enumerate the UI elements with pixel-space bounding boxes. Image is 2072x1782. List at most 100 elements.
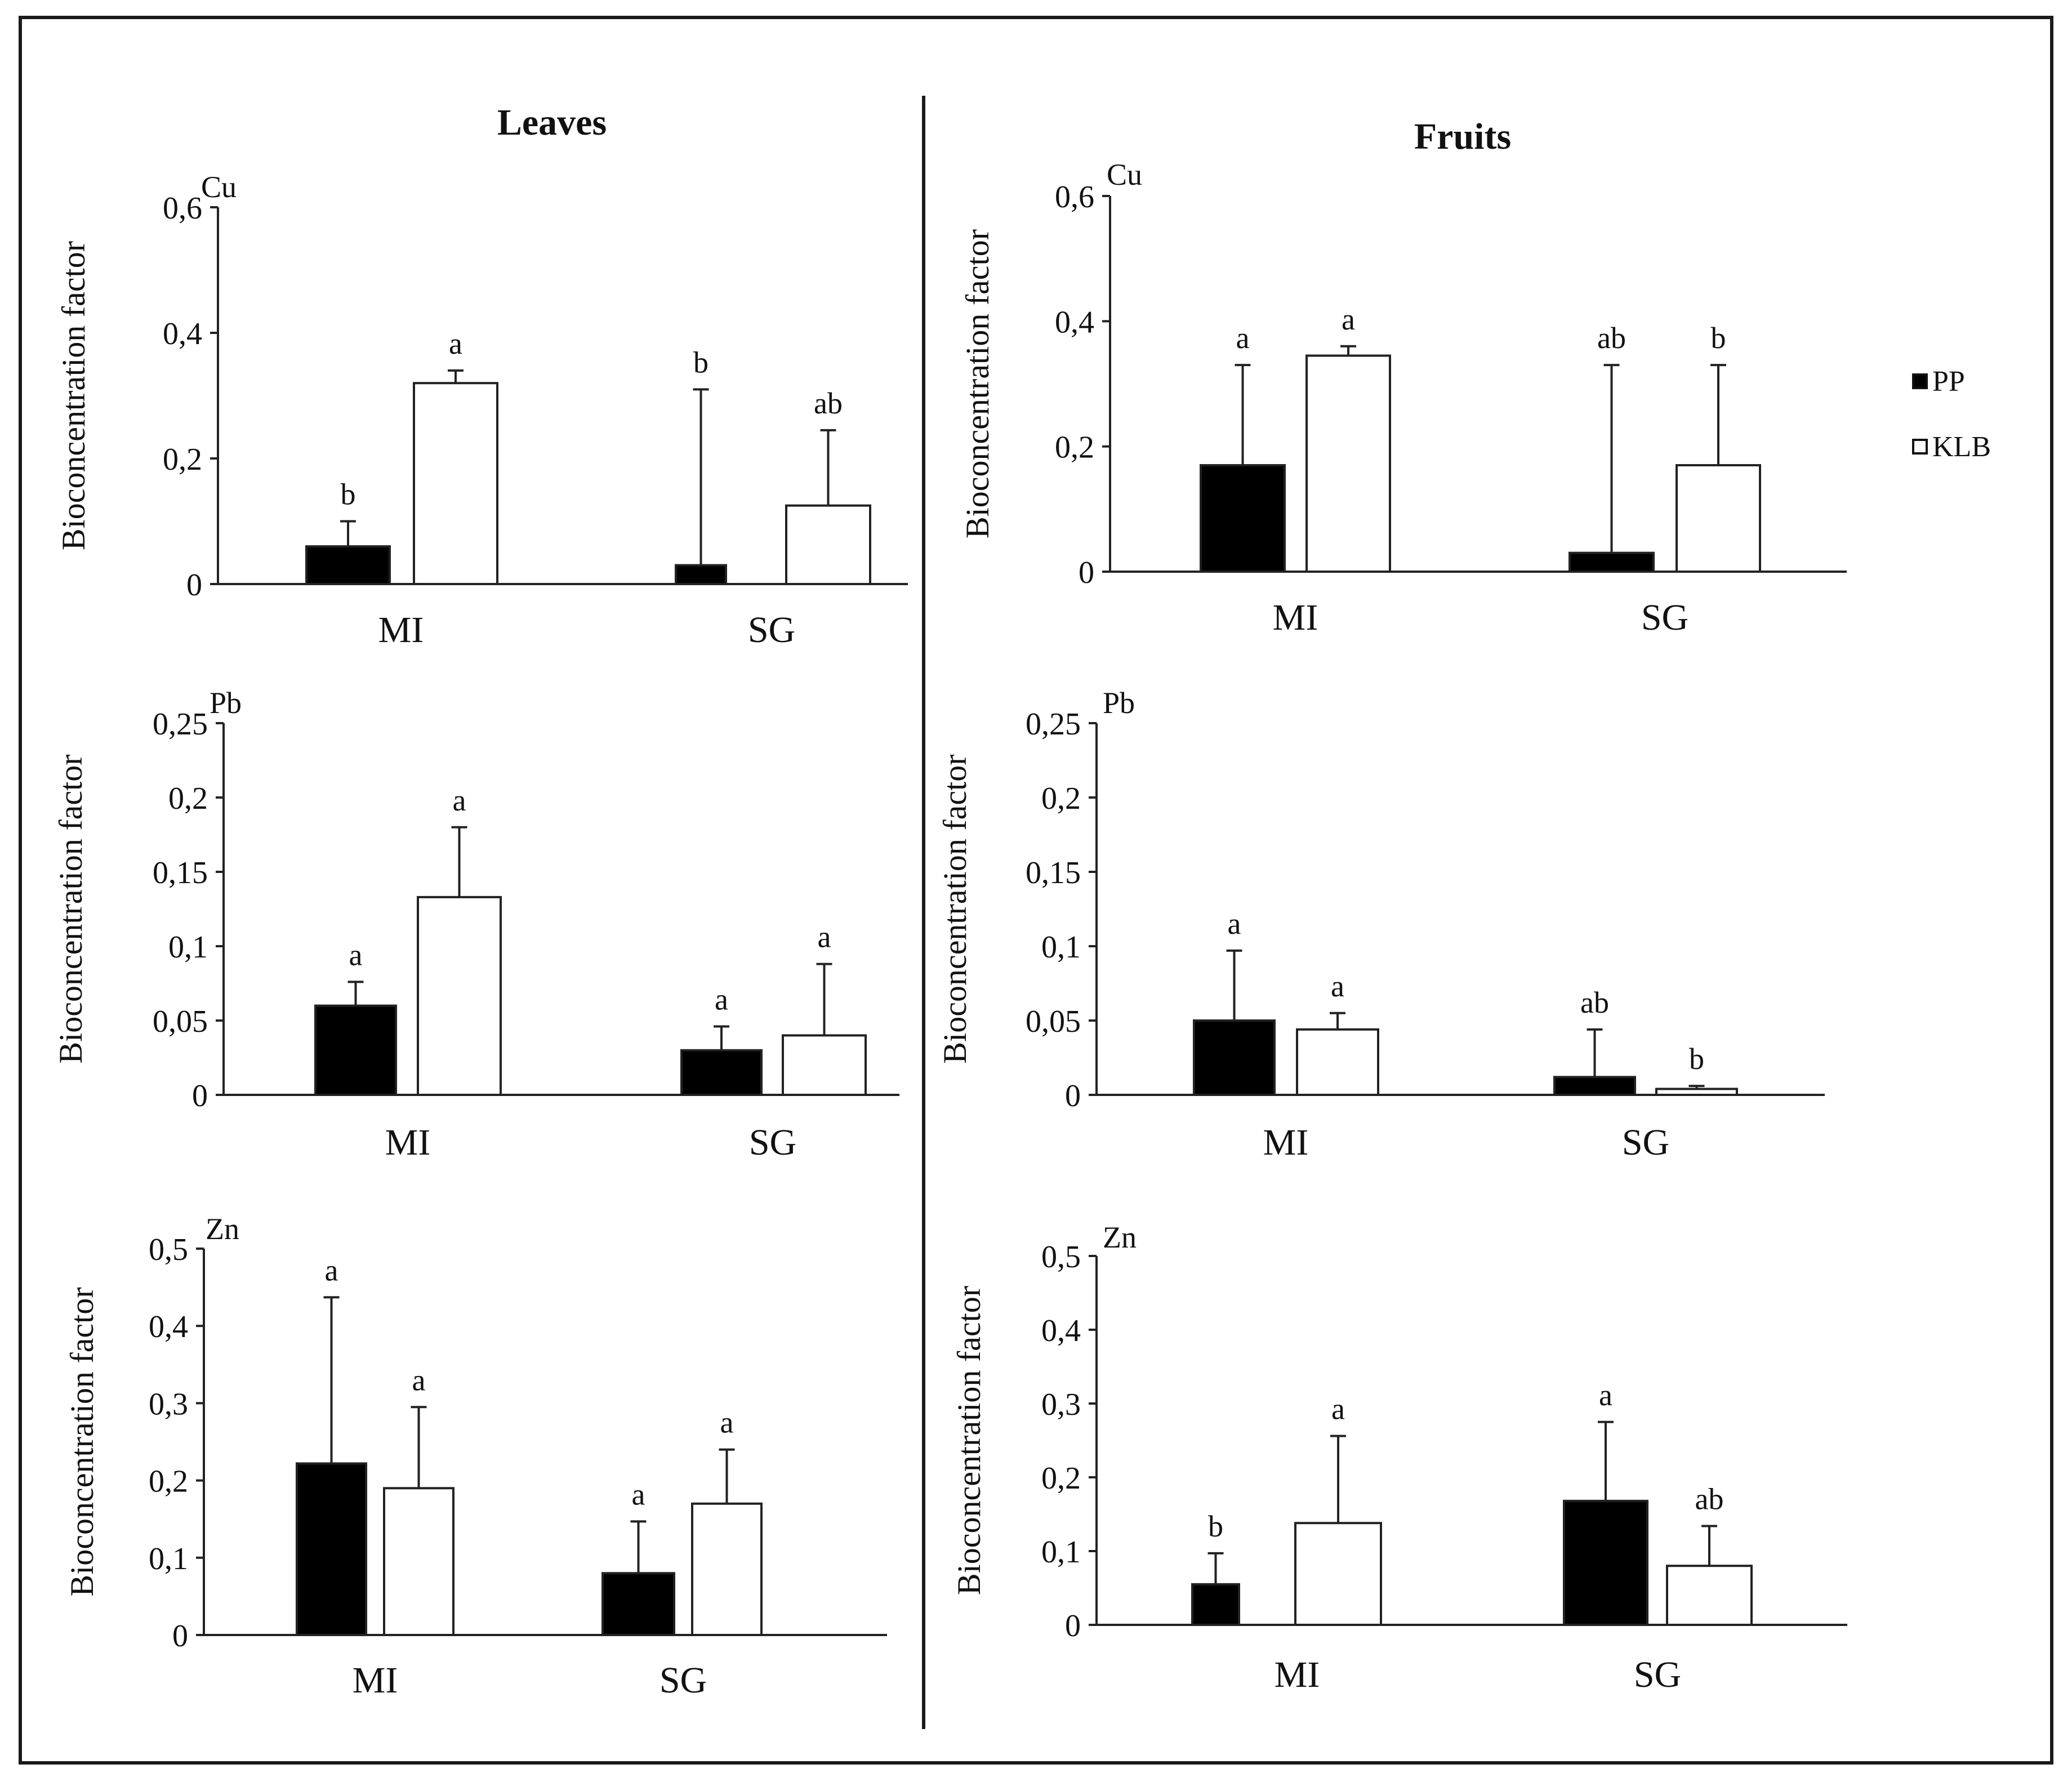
fruits-pb-y-axis-title: Bioconcentration factor bbox=[937, 754, 973, 1063]
leaves-zn-bar-klb-mi bbox=[383, 1487, 454, 1637]
leaves-cu-bar-klb-sg bbox=[785, 504, 871, 585]
fruits-zn-category-label-mi: MI bbox=[1275, 1654, 1320, 1695]
fruits-zn-y-axis-title: Bioconcentration factor bbox=[951, 1286, 987, 1595]
fruits-column-title: Fruits bbox=[1414, 116, 1512, 157]
leaves-cu-y-tick-label: 0,6 bbox=[163, 191, 202, 226]
fruits-zn-bar-klb-mi bbox=[1294, 1522, 1382, 1626]
fruits-zn-y-tick-label: 0,3 bbox=[1041, 1387, 1081, 1422]
legend-item-pp: PP bbox=[1912, 363, 1991, 399]
leaves-cu-bar-pp-sg bbox=[675, 564, 727, 585]
fruits-pb-element-label: Pb bbox=[1103, 686, 1135, 720]
fruits-pb-y-tick-label: 0 bbox=[1065, 1079, 1081, 1113]
leaves-cu-significance-letter-klb-mi: a bbox=[449, 327, 462, 360]
leaves-pb-significance-letter-klb-sg: a bbox=[818, 920, 831, 954]
leaves-pb-y-tick-label: 0,1 bbox=[168, 930, 208, 965]
leaves-zn-y-axis-title: Bioconcentration factor bbox=[64, 1287, 100, 1596]
fruits-cu-bar-klb-sg bbox=[1676, 464, 1761, 573]
leaves-cu-y-tick-label: 0 bbox=[186, 568, 202, 603]
leaves-cu-significance-letter-pp-sg: b bbox=[693, 345, 709, 379]
leaves-zn-y-tick-label: 0 bbox=[172, 1619, 188, 1654]
fruits-pb-bar-pp-sg bbox=[1553, 1076, 1636, 1096]
legend-swatch-pp bbox=[1912, 373, 1928, 389]
leaves-pb-significance-letter-pp-sg: a bbox=[715, 983, 728, 1017]
fruits-cu-y-tick-label: 0,6 bbox=[1055, 180, 1094, 215]
legend-label-klb: KLB bbox=[1932, 430, 1991, 463]
fruits-pb-category-label-mi: MI bbox=[1263, 1122, 1309, 1163]
fruits-zn-bar-pp-mi bbox=[1191, 1583, 1240, 1626]
fruits-pb-bar-klb-sg bbox=[1655, 1088, 1738, 1096]
legend-item-klb: KLB bbox=[1912, 429, 1991, 465]
leaves-zn-y-tick-label: 0,2 bbox=[149, 1464, 188, 1499]
legend: PP KLB bbox=[1912, 363, 1991, 494]
leaves-cu-bar-pp-mi bbox=[305, 545, 391, 585]
leaves-zn-y-tick-label: 0,5 bbox=[149, 1232, 188, 1267]
fruits-zn-category-label-sg: SG bbox=[1634, 1654, 1681, 1695]
fruits-zn-element-label: Zn bbox=[1103, 1220, 1137, 1254]
leaves-pb-y-tick-label: 0,15 bbox=[153, 856, 208, 890]
leaves-cu-significance-letter-klb-sg: ab bbox=[814, 386, 843, 420]
leaves-zn-category-label-mi: MI bbox=[353, 1660, 398, 1701]
leaves-cu-y-axis-title: Bioconcentration factor bbox=[55, 241, 92, 550]
leaves-cu-category-label-mi: MI bbox=[378, 609, 424, 651]
leaves-pb-bar-pp-sg bbox=[680, 1049, 763, 1097]
leaves-pb-bar-klb-sg bbox=[782, 1034, 867, 1097]
fruits-zn-y-tick-label: 0,2 bbox=[1041, 1461, 1081, 1496]
leaves-cu-y-tick-label: 0,2 bbox=[163, 442, 202, 477]
fruits-pb-y-tick-label: 0,25 bbox=[1026, 707, 1081, 742]
leaves-pb-category-label-mi: MI bbox=[385, 1122, 431, 1163]
legend-swatch-klb bbox=[1912, 439, 1928, 455]
fruits-zn-y-tick-label: 0,5 bbox=[1041, 1240, 1081, 1275]
leaves-pb-significance-letter-klb-mi: a bbox=[453, 783, 466, 817]
fruits-zn-significance-letter-klb-sg: ab bbox=[1695, 1482, 1724, 1516]
fruits-pb-y-tick-label: 0,15 bbox=[1026, 856, 1081, 890]
fruits-cu-element-label: Cu bbox=[1107, 158, 1142, 191]
fruits-cu-category-label-sg: SG bbox=[1641, 597, 1688, 638]
leaves-cu-bar-klb-mi bbox=[413, 382, 498, 585]
leaves-zn-y-tick-label: 0,4 bbox=[149, 1309, 188, 1344]
leaves-pb-category-label-sg: SG bbox=[749, 1122, 796, 1163]
fruits-cu-y-tick-label: 0,2 bbox=[1055, 430, 1094, 465]
leaves-pb-y-tick-label: 0 bbox=[192, 1079, 208, 1113]
fruits-cu-significance-letter-klb-sg: b bbox=[1711, 321, 1726, 355]
fruits-cu-y-tick-label: 0 bbox=[1079, 555, 1094, 590]
leaves-zn-significance-letter-pp-sg: a bbox=[632, 1477, 645, 1511]
leaves-pb-bar-klb-mi bbox=[417, 896, 502, 1096]
fruits-cu-category-label-mi: MI bbox=[1273, 597, 1318, 638]
leaves-pb-y-tick-label: 0,05 bbox=[153, 1004, 208, 1039]
fruits-cu-significance-letter-klb-mi: a bbox=[1342, 302, 1355, 336]
leaves-zn-significance-letter-klb-sg: a bbox=[720, 1406, 734, 1440]
fruits-zn-significance-letter-klb-mi: a bbox=[1331, 1392, 1345, 1426]
leaves-zn-bar-klb-sg bbox=[691, 1502, 763, 1637]
leaves-pb-y-axis-title: Bioconcentration factor bbox=[52, 754, 89, 1063]
fruits-cu-bar-pp-mi bbox=[1200, 464, 1286, 573]
fruits-cu-y-tick-label: 0,4 bbox=[1055, 305, 1094, 340]
fruits-pb-bar-klb-mi bbox=[1296, 1028, 1379, 1096]
leaves-cu-y-tick-label: 0,4 bbox=[163, 317, 202, 351]
fruits-zn-significance-letter-pp-sg: a bbox=[1599, 1378, 1612, 1412]
fruits-pb-category-label-sg: SG bbox=[1622, 1122, 1669, 1163]
leaves-pb-y-tick-label: 0,2 bbox=[168, 781, 208, 816]
leaves-zn-y-tick-label: 0,3 bbox=[149, 1387, 188, 1422]
fruits-cu-y-axis-title: Bioconcentration factor bbox=[959, 229, 996, 538]
fruits-cu-bar-pp-sg bbox=[1569, 551, 1655, 573]
fruits-cu-significance-letter-pp-sg: ab bbox=[1597, 321, 1626, 355]
fruits-pb-y-tick-label: 0,2 bbox=[1041, 781, 1081, 816]
leaves-cu-category-label-sg: SG bbox=[748, 609, 795, 651]
fruits-pb-y-tick-label: 0,1 bbox=[1041, 930, 1081, 965]
column-divider bbox=[922, 96, 925, 1729]
leaves-pb-bar-pp-mi bbox=[314, 1004, 397, 1096]
fruits-zn-y-tick-label: 0 bbox=[1065, 1609, 1081, 1643]
leaves-zn-element-label: Zn bbox=[206, 1212, 239, 1246]
leaves-zn-significance-letter-klb-mi: a bbox=[412, 1363, 426, 1397]
leaves-zn-bar-pp-sg bbox=[601, 1572, 675, 1636]
leaves-cu-significance-letter-pp-mi: b bbox=[341, 478, 356, 511]
fruits-pb-y-tick-label: 0,05 bbox=[1026, 1004, 1081, 1039]
fruits-zn-y-tick-label: 0,4 bbox=[1041, 1313, 1081, 1348]
leaves-column-title: Leaves bbox=[497, 102, 607, 143]
figure-frame bbox=[19, 16, 2053, 1765]
fruits-zn-y-tick-label: 0,1 bbox=[1041, 1535, 1081, 1570]
fruits-zn-bar-klb-sg bbox=[1666, 1565, 1753, 1626]
legend-label-pp: PP bbox=[1932, 365, 1965, 398]
leaves-zn-significance-letter-pp-mi: a bbox=[325, 1253, 338, 1287]
